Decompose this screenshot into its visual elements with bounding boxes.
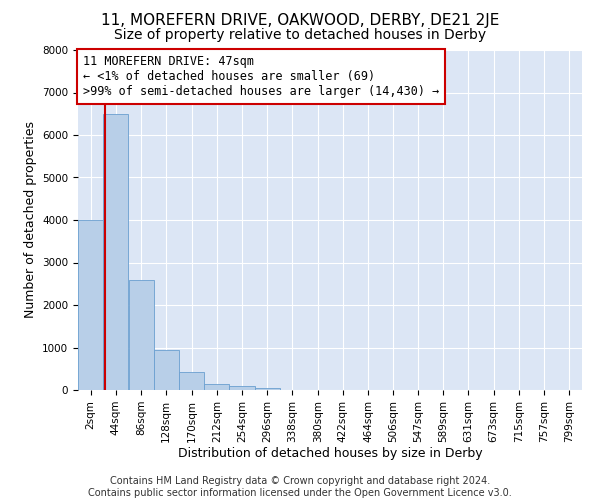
- Bar: [103, 114, 128, 390]
- Text: Contains HM Land Registry data © Crown copyright and database right 2024.
Contai: Contains HM Land Registry data © Crown c…: [88, 476, 512, 498]
- Bar: [204, 384, 229, 390]
- Bar: [229, 386, 254, 390]
- X-axis label: Distribution of detached houses by size in Derby: Distribution of detached houses by size …: [178, 448, 482, 460]
- Bar: [128, 280, 154, 390]
- Bar: [78, 220, 103, 390]
- Bar: [255, 388, 280, 390]
- Text: Size of property relative to detached houses in Derby: Size of property relative to detached ho…: [114, 28, 486, 42]
- Bar: [179, 372, 204, 390]
- Text: 11, MOREFERN DRIVE, OAKWOOD, DERBY, DE21 2JE: 11, MOREFERN DRIVE, OAKWOOD, DERBY, DE21…: [101, 12, 499, 28]
- Y-axis label: Number of detached properties: Number of detached properties: [23, 122, 37, 318]
- Text: 11 MOREFERN DRIVE: 47sqm
← <1% of detached houses are smaller (69)
>99% of semi-: 11 MOREFERN DRIVE: 47sqm ← <1% of detach…: [83, 55, 439, 98]
- Bar: [154, 350, 179, 390]
